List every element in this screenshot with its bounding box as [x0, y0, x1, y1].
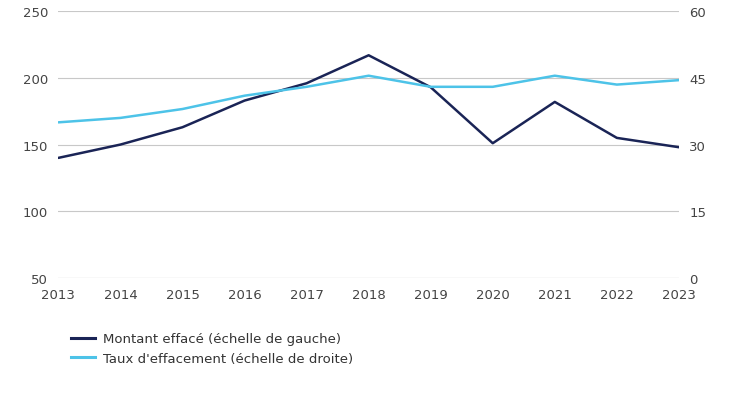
Legend: Montant effacé (échelle de gauche), Taux d'effacement (échelle de droite): Montant effacé (échelle de gauche), Taux…	[72, 333, 353, 365]
